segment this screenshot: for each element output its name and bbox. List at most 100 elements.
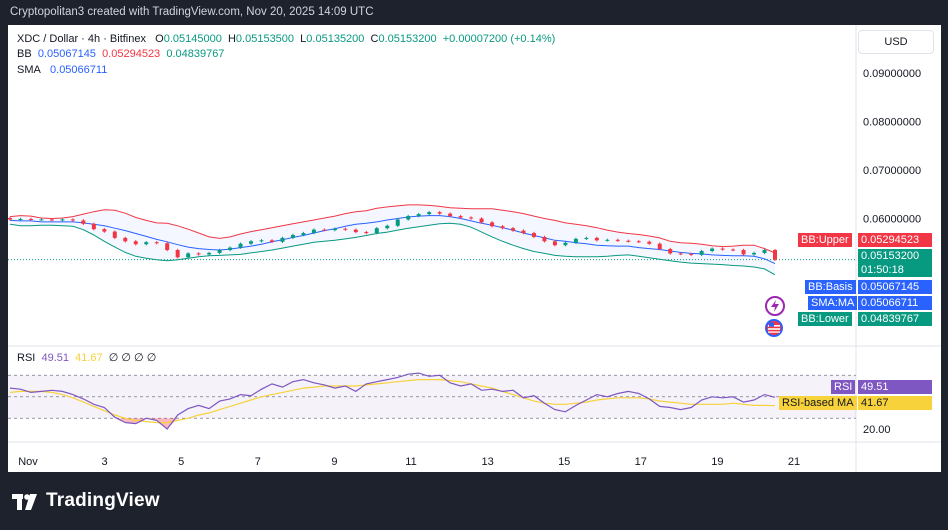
bb-legend[interactable]: BB 0.05067145 0.05294523 0.04839767: [17, 48, 224, 60]
candle[interactable]: [175, 250, 180, 258]
candle[interactable]: [416, 214, 421, 217]
candle[interactable]: [18, 218, 23, 220]
candle[interactable]: [542, 236, 547, 242]
candle[interactable]: [259, 240, 264, 242]
legend-c-label: C: [370, 33, 379, 45]
candle[interactable]: [395, 219, 400, 226]
bb-basis-tag-label: BB:Basis: [805, 280, 856, 294]
candle[interactable]: [647, 241, 652, 244]
candle[interactable]: [364, 232, 369, 234]
header-credit: Cryptopolitan3 created with TradingView.…: [10, 6, 374, 18]
bb-legend-upper: 0.05294523: [102, 48, 161, 60]
sma-legend[interactable]: SMA 0.05066711: [17, 64, 107, 76]
lightning-icon[interactable]: [765, 296, 785, 316]
candle[interactable]: [332, 228, 337, 231]
candle[interactable]: [605, 239, 610, 241]
candle[interactable]: [102, 229, 107, 232]
candle[interactable]: [311, 229, 316, 234]
candle[interactable]: [322, 229, 327, 231]
bb-lower-tag-label: BB:Lower: [798, 312, 852, 326]
us-flag-icon[interactable]: [765, 319, 783, 337]
candle[interactable]: [615, 239, 620, 241]
candle[interactable]: [154, 242, 159, 244]
candle[interactable]: [731, 249, 736, 251]
candle[interactable]: [123, 237, 128, 242]
candle[interactable]: [636, 241, 641, 243]
header-bar: Cryptopolitan3 created with TradingView.…: [0, 0, 948, 25]
candle[interactable]: [165, 243, 170, 251]
candle[interactable]: [301, 233, 306, 235]
candle[interactable]: [343, 228, 348, 230]
candle[interactable]: [385, 225, 390, 229]
candle[interactable]: [91, 223, 96, 230]
candle[interactable]: [39, 219, 44, 221]
candle[interactable]: [374, 228, 379, 234]
candle[interactable]: [710, 248, 715, 251]
candle[interactable]: [228, 247, 233, 251]
bb-legend-lower: 0.04839767: [166, 48, 225, 60]
candle[interactable]: [479, 218, 484, 223]
candle[interactable]: [186, 253, 191, 258]
candle[interactable]: [448, 213, 453, 217]
candle[interactable]: [720, 248, 725, 250]
candle[interactable]: [469, 217, 474, 219]
candle[interactable]: [70, 219, 75, 221]
candle[interactable]: [563, 242, 568, 246]
candle[interactable]: [269, 240, 274, 242]
candle[interactable]: [678, 253, 683, 255]
candle[interactable]: [458, 216, 463, 218]
currency-button[interactable]: USD: [858, 30, 934, 54]
candle[interactable]: [144, 242, 149, 245]
candle[interactable]: [511, 228, 516, 231]
candle[interactable]: [249, 241, 254, 244]
candle[interactable]: [490, 222, 495, 227]
candle[interactable]: [8, 218, 12, 220]
legend-title[interactable]: XDC / Dollar · 4h · Bitfinex: [17, 33, 146, 45]
candle[interactable]: [60, 219, 65, 221]
candle[interactable]: [657, 243, 662, 250]
candle[interactable]: [196, 253, 201, 255]
bb-basis-line[interactable]: [9, 215, 776, 265]
candle[interactable]: [699, 250, 704, 255]
candle[interactable]: [584, 237, 589, 239]
candle[interactable]: [573, 238, 578, 243]
candle[interactable]: [552, 241, 557, 246]
candle[interactable]: [741, 250, 746, 255]
bb-upper-line[interactable]: [9, 204, 776, 254]
candle[interactable]: [353, 229, 358, 233]
time-tick-label: 9: [331, 456, 337, 468]
candle[interactable]: [406, 216, 411, 220]
candle[interactable]: [207, 252, 212, 255]
candle[interactable]: [752, 252, 757, 255]
candle[interactable]: [49, 219, 54, 221]
candle[interactable]: [238, 243, 243, 248]
candle[interactable]: [81, 220, 86, 224]
price-tag: 0.05153200: [858, 249, 932, 263]
rsi-ma-line[interactable]: [9, 379, 776, 424]
candle[interactable]: [427, 212, 432, 215]
candle[interactable]: [500, 226, 505, 229]
candle[interactable]: [437, 212, 442, 214]
candle[interactable]: [290, 234, 295, 238]
legend-close: 0.05153200: [378, 33, 437, 45]
candle[interactable]: [594, 237, 599, 241]
candle[interactable]: [28, 218, 33, 220]
candle[interactable]: [773, 250, 777, 260]
candle[interactable]: [112, 231, 117, 238]
candle[interactable]: [762, 250, 767, 253]
candle[interactable]: [217, 250, 222, 253]
bb-legend-basis: 0.05067145: [37, 48, 96, 60]
candle[interactable]: [531, 233, 536, 237]
candle[interactable]: [133, 241, 138, 245]
candle[interactable]: [626, 240, 631, 242]
rsi-legend[interactable]: RSI 49.51 41.67 ∅ ∅ ∅ ∅: [17, 351, 156, 364]
bb-lower-line[interactable]: [9, 222, 776, 276]
rsi-line[interactable]: [9, 372, 776, 430]
candle[interactable]: [280, 237, 285, 242]
candle[interactable]: [521, 230, 526, 234]
candle[interactable]: [689, 253, 694, 255]
candle[interactable]: [668, 249, 673, 254]
sma-tag-label: SMA:MA: [808, 296, 858, 310]
bb-basis-tag-value: 0.05067145: [858, 280, 932, 294]
